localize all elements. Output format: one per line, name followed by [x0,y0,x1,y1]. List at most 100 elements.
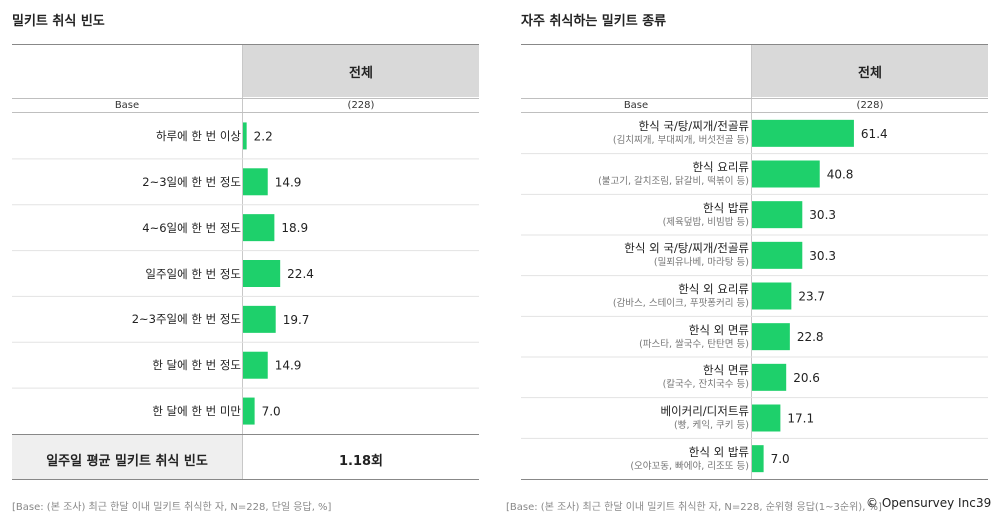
data-label-7: 20.6 [793,371,820,385]
left-avg-band [12,435,242,479]
bar-9 [752,445,764,473]
left-panel-title: 밀키트 취식 빈도 [12,14,105,29]
left-avg-top-rule [12,434,479,435]
category-label-5: 한식 외 요리류 (감바스, 스테이크, 푸팟퐁커리 등) [521,282,749,311]
data-label-6: 22.8 [797,330,824,344]
category-examples: (김치찌개, 부대찌개, 버섯전골 등) [612,135,749,147]
category-examples: (밀푀유나베, 마라탕 등) [653,257,749,269]
category-examples: (불고기, 갈치조림, 닭갈비, 떡볶이 등) [598,176,749,187]
category-name: 한식 외 국/탕/찌개/전골류 [624,241,749,256]
avg-frequency-value: 1.18회 [338,454,384,469]
category-label-2: 한식 요리류 (불고기, 갈치조림, 닭갈비, 떡볶이 등) [521,160,749,189]
bar-5 [752,282,792,310]
right-header-bottom-rule [521,98,988,99]
bar-2 [243,168,268,196]
left-footnote: [Base: (본 조사) 최근 한달 이내 밀키트 취식한 자, N=228,… [12,502,332,513]
category-name: 2~3주일에 한 번 정도 [131,312,241,327]
right-table-divider [751,45,752,479]
data-label-6: 14.9 [275,359,302,373]
category-examples: (오야꼬동, 빠에야, 리조또 등) [630,460,749,472]
category-label-3: 4~6일에 한 번 정도 [12,221,241,235]
category-name: 한식 외 요리류 [678,282,749,296]
category-name: 2~3일에 한 번 정도 [142,174,241,189]
data-label-4: 30.3 [809,249,836,263]
category-label-9: 한식 외 밥류 (오야꼬동, 빠에야, 리조또 등) [521,445,749,474]
category-name: 한 달에 한 번 정도 [152,358,241,373]
bar-7 [752,363,787,391]
category-examples: (파스타, 쌀국수, 탄탄면 등) [639,338,749,350]
bar-1 [243,122,247,150]
data-label-2: 40.8 [827,168,854,182]
page-number: 39 [976,496,992,510]
right-footnote: [Base: (본 조사) 최근 한달 이내 밀키트 취식한 자, N=228,… [506,502,882,513]
bar-5 [243,305,276,333]
category-name: 한식 밥류 [703,200,749,215]
category-name: 베이커리/디저트류 [660,404,749,418]
right-table-bottom-border [521,479,988,480]
data-label-5: 19.7 [283,313,310,327]
left-header-bottom-rule [12,98,479,99]
left-base-bottom-rule [12,112,479,113]
bar-7 [243,397,255,425]
left-base-value: (228) [347,100,375,111]
category-label-2: 2~3일에 한 번 정도 [12,175,241,189]
category-name: 한 달에 한 번 미만 [152,404,241,419]
category-label-1: 하루에 한 번 이상 [12,129,241,143]
category-name: 한식 외 면류 [688,322,749,337]
left-table-top-border [12,44,479,45]
bar-1 [752,119,854,147]
data-label-2: 14.9 [275,175,302,189]
data-label-3: 30.3 [809,208,836,222]
data-label-7: 7.0 [262,405,281,419]
data-label-1: 61.4 [861,127,888,141]
data-label-5: 23.7 [798,290,825,304]
data-label-8: 17.1 [787,412,814,426]
bar-8 [752,404,781,432]
data-label-4: 22.4 [287,267,314,281]
category-name: 한식 국/탕/찌개/전골류 [638,119,750,134]
right-base-value: (228) [856,100,884,111]
data-label-1: 2.2 [254,129,273,143]
category-name: 한식 요리류 [692,160,749,174]
category-label-4: 한식 외 국/탕/찌개/전골류 (밀푀유나베, 마라탕 등) [521,241,749,270]
category-label-8: 베이커리/디저트류 (빵, 케익, 쿠키 등) [521,404,749,433]
category-name: 하루에 한 번 이상 [155,128,241,143]
category-examples: (빵, 케익, 쿠키 등) [674,420,749,431]
category-name: 한식 면류 [703,363,749,378]
category-examples: (칼국수, 잔치국수 등) [662,379,749,391]
category-label-6: 한 달에 한 번 정도 [12,358,241,372]
category-label-3: 한식 밥류 (제육덮밥, 비빔밥 등) [521,201,749,230]
bar-3 [752,201,803,229]
bar-2 [752,160,820,188]
category-label-7: 한식 면류 (칼국수, 잔치국수 등) [521,363,749,392]
category-label-7: 한 달에 한 번 미만 [12,404,241,418]
left-table-divider [242,45,243,479]
right-table-top-border [521,44,988,45]
data-label-3: 18.9 [281,221,308,235]
right-base-label: Base [623,100,649,111]
left-column-header: 전체 [243,45,479,97]
bar-3 [243,214,275,242]
avg-frequency-label: 일주일 평균 밀키트 취식 빈도 [46,454,208,469]
bar-6 [752,323,790,351]
copyright-text: © Opensurvey Inc. [866,496,980,510]
category-examples: (감바스, 스테이크, 푸팟퐁커리 등) [612,298,749,309]
category-name: 한식 외 밥류 [688,444,749,459]
data-label-9: 7.0 [771,452,790,466]
category-examples: (제육덮밥, 비빔밥 등) [662,216,749,228]
category-label-6: 한식 외 면류 (파스타, 쌀국수, 탄탄면 등) [521,323,749,352]
right-panel-title: 자주 취식하는 밀키트 종류 [521,14,667,29]
category-name: 일주일에 한 번 정도 [145,266,241,281]
category-label-1: 한식 국/탕/찌개/전골류 (김치찌개, 부대찌개, 버섯전골 등) [521,119,749,148]
category-name: 4~6일에 한 번 정도 [142,220,241,235]
left-base-label: Base [114,100,140,111]
category-label-4: 일주일에 한 번 정도 [12,267,241,281]
left-table-bottom-border [12,479,479,480]
right-base-bottom-rule [521,112,988,113]
bar-6 [243,351,268,379]
right-column-header: 전체 [752,45,988,97]
bar-4 [243,260,281,287]
category-label-5: 2~3주일에 한 번 정도 [12,312,241,326]
